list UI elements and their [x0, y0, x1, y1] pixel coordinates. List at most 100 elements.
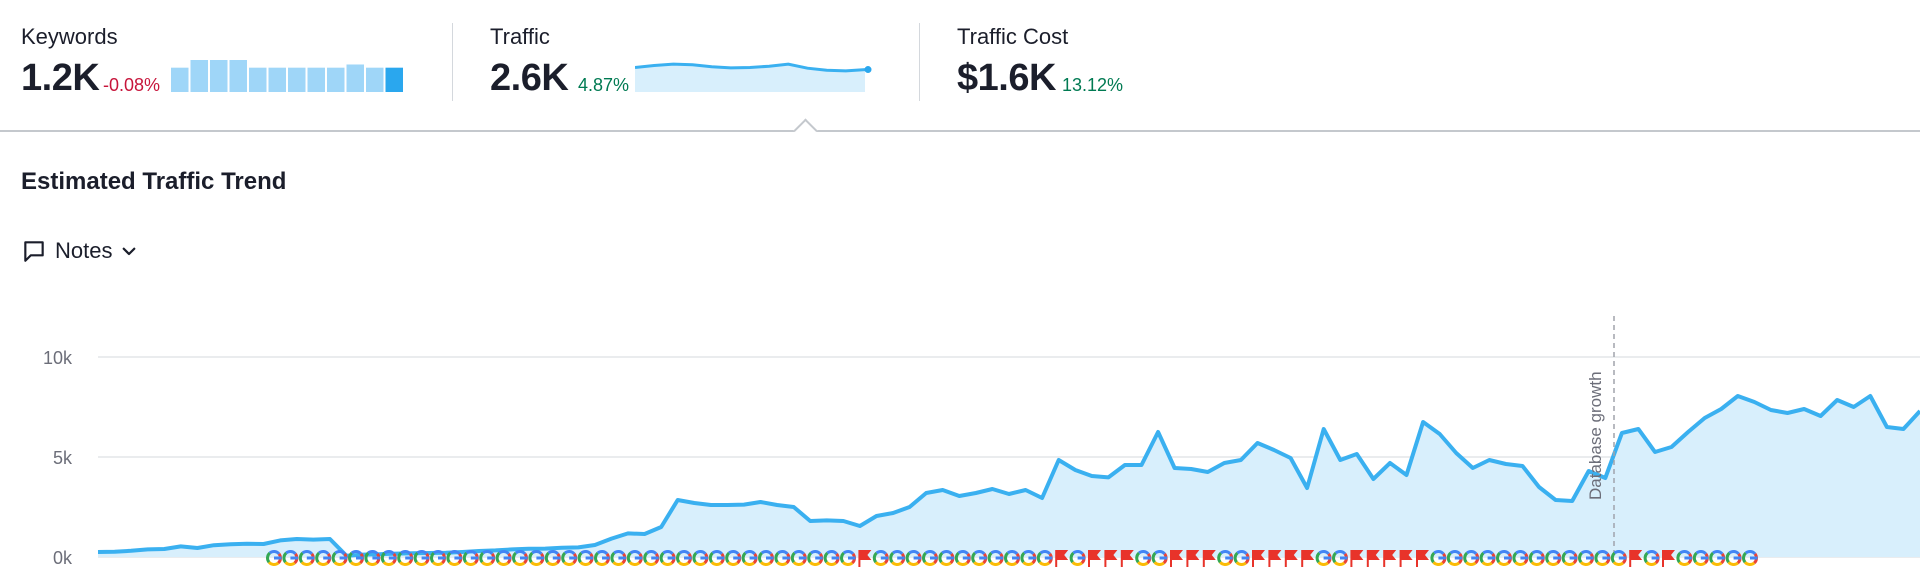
- google-update-icon[interactable]: [659, 550, 676, 566]
- google-update-icon[interactable]: [1545, 550, 1562, 566]
- google-update-icon[interactable]: [1742, 550, 1758, 566]
- google-update-icon[interactable]: [561, 550, 578, 566]
- google-update-icon[interactable]: [1332, 550, 1348, 566]
- google-update-icon[interactable]: [676, 550, 692, 566]
- flag-icon[interactable]: [1662, 550, 1675, 567]
- flag-icon[interactable]: [1366, 550, 1380, 567]
- google-update-icon[interactable]: [1430, 550, 1447, 566]
- google-update-icon[interactable]: [1610, 550, 1627, 566]
- google-update-icon[interactable]: [1643, 550, 1660, 566]
- google-update-icon[interactable]: [1463, 550, 1480, 566]
- flag-icon[interactable]: [1301, 550, 1315, 567]
- google-update-icon[interactable]: [1578, 550, 1594, 566]
- google-update-icon[interactable]: [610, 550, 627, 566]
- google-update-icon[interactable]: [971, 550, 988, 566]
- google-update-icon[interactable]: [626, 550, 643, 566]
- chart-svg[interactable]: 10k 5k 0k Database growth: [0, 300, 1920, 576]
- metric-keywords[interactable]: Keywords 1.2K -0.08%: [21, 0, 421, 131]
- google-update-icon[interactable]: [774, 550, 791, 566]
- google-update-icon[interactable]: [741, 550, 758, 566]
- google-update-icon[interactable]: [577, 550, 594, 566]
- google-update-icon[interactable]: [413, 550, 430, 566]
- google-update-icon[interactable]: [479, 550, 496, 566]
- google-update-icon[interactable]: [495, 550, 512, 566]
- flag-icon[interactable]: [1186, 550, 1200, 567]
- google-update-icon[interactable]: [1217, 550, 1234, 566]
- flag-icon[interactable]: [1416, 550, 1429, 567]
- google-update-icon[interactable]: [1135, 550, 1152, 566]
- flag-icon[interactable]: [1629, 550, 1643, 567]
- google-update-icon[interactable]: [938, 550, 955, 566]
- flag-icon[interactable]: [1055, 550, 1069, 567]
- google-update-icon[interactable]: [315, 550, 332, 566]
- google-update-icon[interactable]: [380, 550, 397, 566]
- google-update-icon[interactable]: [790, 550, 807, 566]
- traffic-sparkline: [635, 62, 872, 92]
- notes-dropdown[interactable]: Notes: [21, 236, 138, 266]
- google-update-icon[interactable]: [692, 550, 709, 566]
- google-update-icon[interactable]: [1594, 550, 1611, 566]
- google-update-icon[interactable]: [987, 550, 1004, 566]
- flag-icon[interactable]: [1104, 550, 1118, 567]
- google-update-icon[interactable]: [331, 550, 348, 566]
- google-update-icon[interactable]: [1561, 550, 1578, 566]
- google-update-icon[interactable]: [1036, 550, 1053, 566]
- flag-icon[interactable]: [1170, 550, 1183, 567]
- google-update-icon[interactable]: [1512, 550, 1529, 566]
- google-update-icon[interactable]: [840, 550, 856, 566]
- chevron-down-icon: [123, 247, 136, 256]
- google-update-icon[interactable]: [364, 550, 381, 566]
- google-update-icon[interactable]: [1233, 550, 1250, 566]
- google-update-icon[interactable]: [1151, 550, 1168, 566]
- google-update-icon[interactable]: [298, 550, 315, 566]
- google-update-icon[interactable]: [462, 550, 479, 566]
- keywords-value: 1.2K: [21, 57, 100, 99]
- google-update-icon[interactable]: [1496, 550, 1512, 566]
- google-update-icon[interactable]: [725, 550, 742, 566]
- google-update-icon[interactable]: [643, 550, 660, 566]
- google-update-icon[interactable]: [397, 550, 414, 566]
- google-update-icon[interactable]: [1315, 550, 1332, 566]
- google-update-icon[interactable]: [282, 550, 299, 566]
- google-update-icon[interactable]: [1004, 550, 1020, 566]
- google-update-icon[interactable]: [594, 550, 610, 566]
- google-update-icon[interactable]: [1528, 550, 1545, 566]
- google-update-icon[interactable]: [1692, 550, 1709, 566]
- google-update-icon[interactable]: [823, 550, 840, 566]
- google-update-icon[interactable]: [1676, 550, 1693, 566]
- google-update-icon[interactable]: [758, 550, 774, 566]
- google-update-icon[interactable]: [954, 550, 971, 566]
- google-update-icon[interactable]: [1446, 550, 1463, 566]
- flag-icon[interactable]: [1268, 550, 1282, 567]
- google-update-icon[interactable]: [1725, 550, 1742, 566]
- google-update-icon[interactable]: [1069, 550, 1086, 566]
- metric-traffic[interactable]: Traffic 2.6K 4.87%: [490, 0, 890, 131]
- flag-icon[interactable]: [1252, 550, 1265, 567]
- google-update-icon[interactable]: [430, 550, 446, 566]
- google-update-icon[interactable]: [544, 550, 561, 566]
- google-update-icon[interactable]: [922, 550, 938, 566]
- flag-icon[interactable]: [1088, 550, 1101, 567]
- google-update-icon[interactable]: [708, 550, 725, 566]
- flag-icon[interactable]: [858, 550, 872, 567]
- flag-icon[interactable]: [1120, 550, 1134, 567]
- flag-icon[interactable]: [1202, 550, 1216, 567]
- metric-traffic-cost[interactable]: Traffic Cost $1.6K 13.12%: [957, 0, 1357, 131]
- google-update-icon[interactable]: [889, 550, 906, 566]
- google-update-icon[interactable]: [1479, 550, 1496, 566]
- flag-icon[interactable]: [1383, 550, 1397, 567]
- traffic-trend-chart[interactable]: 10k 5k 0k Database growth: [0, 300, 1920, 576]
- google-update-icon[interactable]: [905, 550, 922, 566]
- google-update-icon[interactable]: [1709, 550, 1726, 566]
- google-update-icon[interactable]: [807, 550, 824, 566]
- google-update-icon[interactable]: [872, 550, 889, 566]
- google-update-icon[interactable]: [512, 550, 528, 566]
- flag-icon[interactable]: [1399, 550, 1413, 567]
- flag-icon[interactable]: [1350, 550, 1364, 567]
- google-update-icon[interactable]: [528, 550, 545, 566]
- google-update-icon[interactable]: [446, 550, 463, 566]
- google-update-icon[interactable]: [348, 550, 364, 566]
- flag-icon[interactable]: [1284, 550, 1298, 567]
- google-update-icon[interactable]: [266, 550, 282, 566]
- google-update-icon[interactable]: [1020, 550, 1037, 566]
